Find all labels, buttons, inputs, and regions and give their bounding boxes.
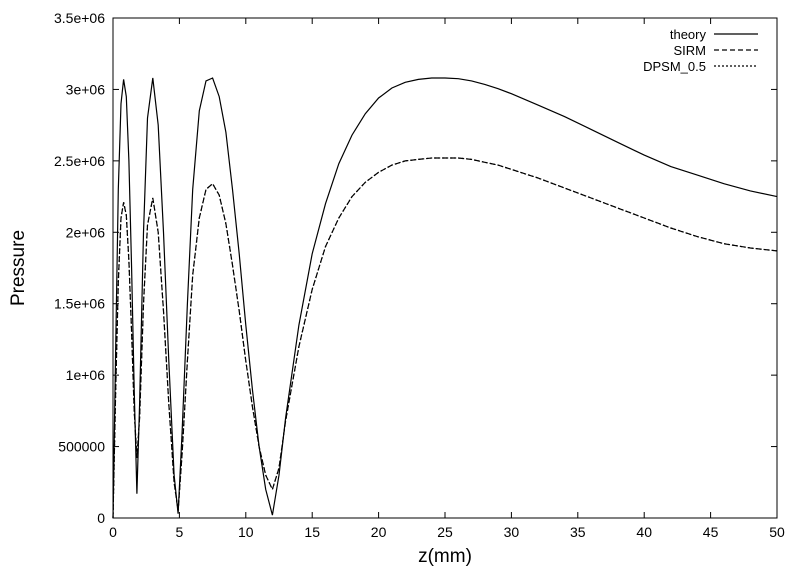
x-tick-label: 5 — [176, 524, 184, 540]
series-line-dpsm-0-5 — [112, 157, 778, 519]
y-tick-label: 1.5e+06 — [54, 296, 105, 312]
series-layer — [112, 77, 778, 519]
y-tick-label: 3.5e+06 — [54, 10, 105, 26]
x-tick-label: 20 — [371, 524, 387, 540]
y-tick-label: 500000 — [58, 439, 105, 455]
y-axis-label: Pressure — [8, 230, 29, 306]
y-tick-label: 3e+06 — [66, 81, 106, 97]
x-axis-label: z(mm) — [418, 546, 472, 567]
x-tick-label: 0 — [109, 524, 117, 540]
y-axis-ticks: 0 500000 1e+06 1.5e+06 2e+06 2.5e+06 3e+06 3.5e… — [54, 10, 777, 526]
y-tick-label: 2.5e+06 — [54, 153, 105, 169]
x-tick-label: 35 — [570, 524, 586, 540]
series-line-theory — [112, 77, 778, 519]
y-tick-label: 1e+06 — [66, 367, 106, 383]
x-tick-label: 30 — [504, 524, 520, 540]
y-tick-label: 0 — [97, 510, 105, 526]
legend-label: SIRM — [674, 43, 707, 58]
x-tick-label: 40 — [636, 524, 652, 540]
x-axis-ticks: 0 5 10 15 20 25 30 35 40 45 50 — [109, 18, 785, 540]
y-tick-label: 2e+06 — [66, 224, 106, 240]
plot-frame — [112, 17, 778, 519]
series-line-sirm — [112, 157, 778, 519]
x-tick-label: 45 — [703, 524, 719, 540]
x-tick-label: 25 — [437, 524, 453, 540]
x-tick-label: 50 — [769, 524, 785, 540]
x-tick-label: 15 — [304, 524, 320, 540]
x-tick-label: 10 — [238, 524, 254, 540]
legend-label: theory — [670, 27, 707, 42]
legend-label: DPSM_0.5 — [643, 59, 706, 74]
